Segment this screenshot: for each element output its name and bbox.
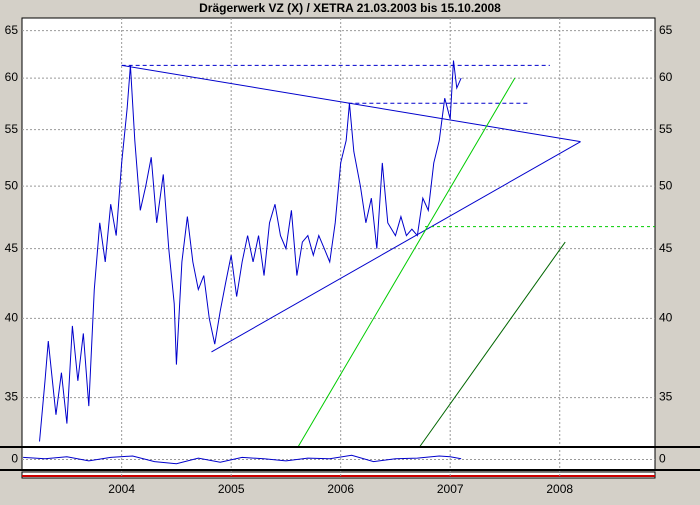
x-tick-label: 2004 [108, 482, 135, 496]
x-tick-label: 2006 [327, 482, 354, 496]
y-tick-label: 55 [5, 122, 19, 136]
x-tick-label: 2007 [437, 482, 464, 496]
y-tick-label-right: 60 [659, 70, 673, 84]
trend-line [297, 77, 516, 448]
y-tick-label-right: 40 [659, 311, 673, 325]
plot-area [21, 17, 656, 471]
y-tick-label: 50 [5, 178, 19, 192]
price-line [23, 454, 462, 465]
y-tick-label: 65 [5, 23, 19, 37]
y-tick-label: 35 [5, 390, 19, 404]
trend-line [419, 241, 566, 448]
y-tick-label-right: 55 [659, 122, 673, 136]
trend-line [211, 141, 581, 353]
y-tick-label: 60 [5, 70, 19, 84]
price-line [39, 60, 462, 442]
y-tick-label-right: 45 [659, 241, 673, 255]
y-tick-label-right: 65 [659, 23, 673, 37]
y-tick-label-right: 50 [659, 178, 673, 192]
y-tick-label: 40 [5, 311, 19, 325]
chart-title: Drägerwerk VZ (X) / XETRA 21.03.2003 bis… [199, 1, 501, 15]
y-tick-label-right: 35 [659, 390, 673, 404]
x-tick-label: 2005 [218, 482, 245, 496]
y-tick-label-right: 0 [659, 452, 666, 466]
y-tick-label: 45 [5, 241, 19, 255]
y-tick-label: 0 [11, 452, 18, 466]
x-tick-label: 2008 [546, 482, 573, 496]
